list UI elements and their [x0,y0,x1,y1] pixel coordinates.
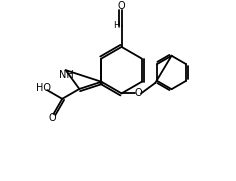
Text: O: O [118,1,125,11]
Text: O: O [49,113,56,123]
Text: NH: NH [59,70,74,80]
Text: H: H [113,22,120,30]
Text: HO: HO [36,83,51,93]
Text: O: O [134,88,142,98]
